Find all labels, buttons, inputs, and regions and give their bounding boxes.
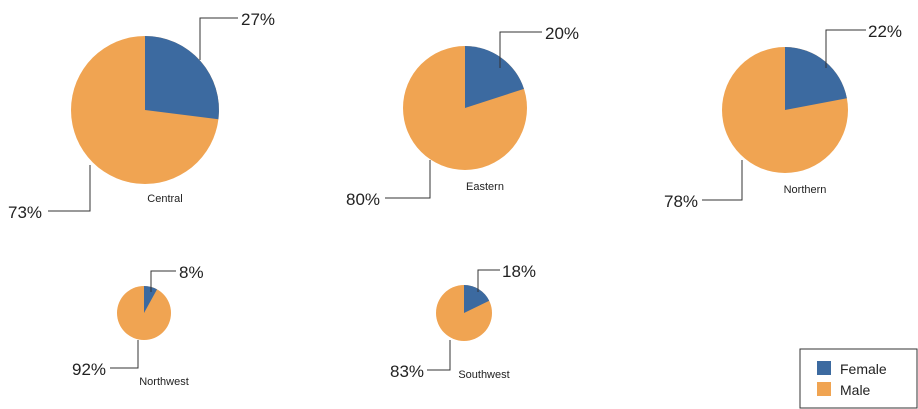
legend-label-female: Female bbox=[840, 361, 887, 377]
legend-swatch-male bbox=[817, 382, 831, 396]
legend-box bbox=[799, 348, 918, 409]
leader-line-female-eastern bbox=[499, 31, 542, 68]
pct-label-female-central: 27% bbox=[241, 10, 275, 29]
pct-label-male-eastern: 80% bbox=[346, 190, 380, 209]
leader-line-male-northern bbox=[702, 160, 743, 201]
pie-central: 27% 73% Central bbox=[8, 10, 275, 222]
slice-female-northern bbox=[785, 47, 847, 110]
slice-female-northwest bbox=[144, 286, 158, 313]
pct-label-male-central: 73% bbox=[8, 203, 42, 222]
pie-southwest: 18% 83% Southwest bbox=[390, 262, 536, 381]
leader-line-female-southwest bbox=[477, 269, 500, 292]
legend-label-male: Male bbox=[840, 382, 871, 398]
leader-line-male-central bbox=[48, 165, 91, 212]
pct-label-male-northern: 78% bbox=[664, 192, 698, 211]
leader-line-female-northwest bbox=[150, 270, 176, 292]
region-label-eastern: Eastern bbox=[466, 181, 504, 193]
slice-female-central bbox=[145, 36, 220, 120]
region-label-central: Central bbox=[147, 193, 182, 205]
slice-female-eastern bbox=[465, 46, 524, 108]
region-label-northwest: Northwest bbox=[139, 376, 189, 388]
legend: Female Male bbox=[799, 348, 918, 409]
leader-line-male-northwest bbox=[110, 340, 139, 369]
slice-female-southwest bbox=[464, 285, 490, 313]
pct-label-female-southwest: 18% bbox=[502, 262, 536, 281]
pie-eastern: 20% 80% Eastern bbox=[346, 24, 579, 209]
pct-label-male-northwest: 92% bbox=[72, 360, 106, 379]
pct-label-female-northern: 22% bbox=[868, 22, 902, 41]
pct-label-male-southwest: 83% bbox=[390, 362, 424, 381]
leader-line-male-southwest bbox=[427, 340, 451, 371]
pct-label-female-eastern: 20% bbox=[545, 24, 579, 43]
leader-line-female-northern bbox=[825, 29, 866, 68]
pies-group: 27% 73% Central 20% 80% Eastern 22% 78% Northern… bbox=[8, 10, 902, 388]
pct-label-female-northwest: 8% bbox=[179, 263, 204, 282]
legend-swatch-female bbox=[817, 361, 831, 375]
region-label-southwest: Southwest bbox=[458, 369, 509, 381]
leader-line-male-eastern bbox=[385, 160, 431, 199]
leader-line-female-central bbox=[199, 17, 238, 60]
pie-northern: 22% 78% Northern bbox=[664, 22, 902, 211]
pie-northwest: 8% 92% Northwest bbox=[72, 263, 204, 388]
region-label-northern: Northern bbox=[784, 184, 827, 196]
